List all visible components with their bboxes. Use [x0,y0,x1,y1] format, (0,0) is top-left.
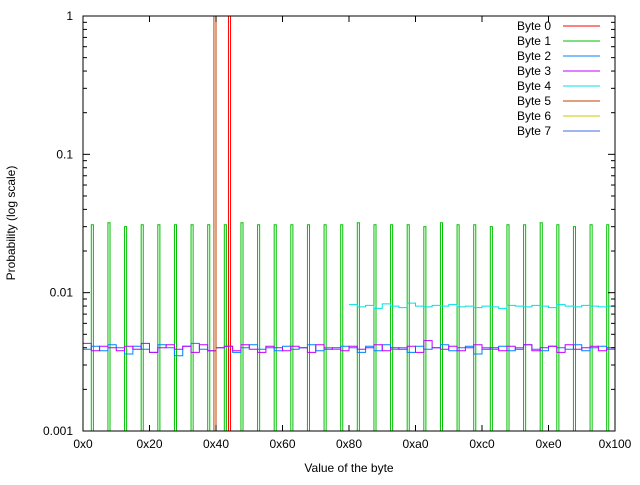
step-line [83,340,615,353]
step-line [349,302,615,309]
spike [273,224,277,431]
spike [589,224,593,431]
x-tick-label: 0xc0 [469,437,495,451]
series-byte-4 [349,302,615,309]
y-tick-label: 0.001 [43,424,73,438]
spike [323,224,327,431]
legend-label: Byte 6 [517,109,551,123]
spike [207,224,211,431]
spike [572,226,577,431]
legend-label: Byte 2 [517,49,551,63]
spike [606,224,610,431]
legend-label: Byte 7 [517,124,551,138]
series-byte-0 [227,15,232,431]
spike [356,222,360,431]
series-byte-5 [213,15,217,431]
spike [306,224,311,431]
spike [539,222,543,431]
spike [173,224,178,431]
x-tick-label: 0x80 [336,437,362,451]
x-tick-label: 0x40 [203,437,229,451]
series-byte-3 [83,340,615,353]
spike [190,224,194,431]
spike [124,226,128,431]
spike [223,224,227,431]
spike [340,224,344,431]
spike [489,226,493,431]
x-tick-label: 0x0 [73,437,93,451]
spike [373,224,377,431]
spike [406,224,410,431]
axes: 0x0 0x20 0x40 0x60 0x80 0xa0 0xc0 0xe0 0x100 1 0.1… [43,9,632,451]
spike [390,224,394,431]
spike [423,226,427,431]
spike [523,224,527,431]
legend-label: Byte 3 [517,64,551,78]
x-tick-label: 0x20 [136,437,162,451]
spike [240,222,244,431]
legend-label: Byte 5 [517,94,551,108]
legend-label: Byte 4 [517,79,551,93]
legend-label: Byte 1 [517,34,551,48]
spike [456,224,460,431]
spike [140,224,144,431]
x-tick-label: 0xa0 [402,437,428,451]
spike [290,224,294,431]
x-tick-label: 0xe0 [535,437,561,451]
x-tick-label: 0x60 [269,437,295,451]
spike [257,224,261,431]
y-axis-label: Probability (log scale) [4,166,18,281]
spike [157,224,161,431]
plot-marks [83,15,615,431]
legend-label: Byte 0 [517,19,551,33]
x-axis-label: Value of the byte [304,461,394,475]
series-byte-1 [90,222,610,431]
spike [473,224,477,431]
y-tick-label: 1 [66,9,73,23]
spike [439,222,444,431]
y-tick-label: 0.1 [56,147,73,161]
spike [90,224,94,431]
spike [107,222,111,431]
spike [506,224,510,431]
spike [227,15,232,431]
spike [213,15,217,431]
x-tick-label: 0x100 [599,437,632,451]
spike [556,224,560,431]
y-tick-label: 0.01 [50,286,74,300]
